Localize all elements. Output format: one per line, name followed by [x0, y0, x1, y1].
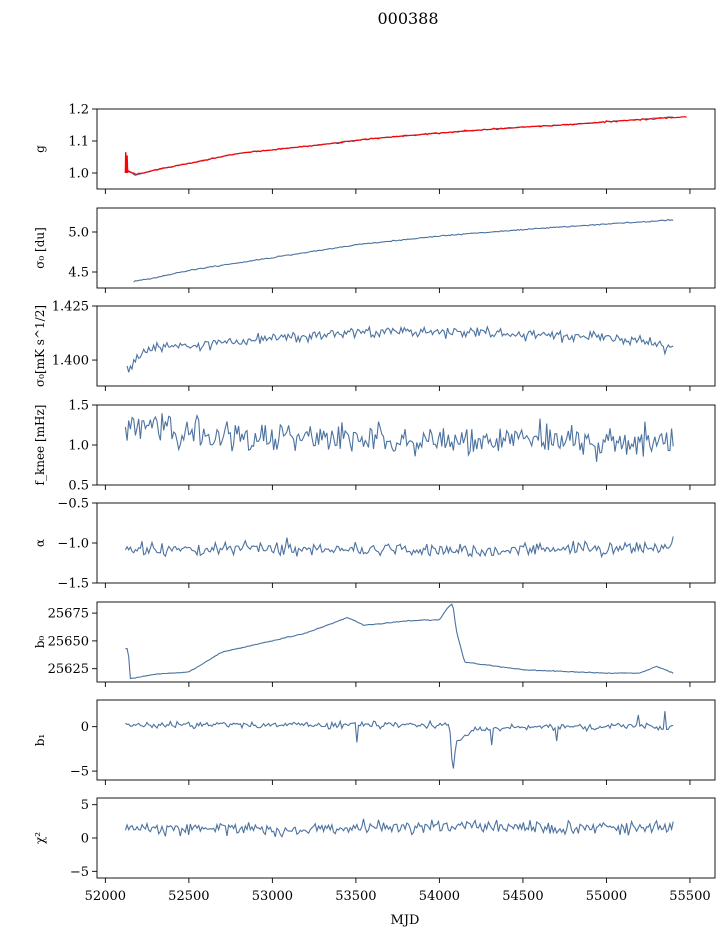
panel-frame-alpha	[96, 502, 716, 584]
ylabel-b0: b₀	[33, 636, 47, 649]
xtick-label: 54000	[419, 889, 460, 904]
ytick-label-alpha: −1.0	[57, 537, 89, 552]
series-line-b0	[125, 603, 674, 680]
series-line-alpha	[124, 536, 674, 559]
ytick-label-chi2: 5	[81, 798, 89, 813]
ytick-label-fknee: 1.0	[68, 439, 89, 454]
ytick-label-alpha: −0.5	[57, 497, 89, 512]
ytick-label-b1: −5	[70, 765, 89, 780]
ylabel-alpha: α	[33, 539, 47, 547]
panel-frame-g	[96, 108, 716, 190]
panel-b1: −5 0 b₁	[33, 699, 716, 785]
panel-frame-sigma0_mK	[96, 305, 716, 387]
ylabel-fknee: f_knee [mHz]	[33, 405, 47, 486]
ytick-label-b0: 25650	[48, 634, 89, 649]
ytick-label-chi2: −5	[70, 865, 89, 880]
figure-title: 000388	[377, 9, 438, 28]
xtick-label: 53000	[252, 889, 293, 904]
panel-frame-fknee	[96, 404, 716, 486]
panel-fknee: 0.5 1.0 1.5 f_knee [mHz]	[33, 399, 716, 494]
xtick-label: 52500	[168, 889, 209, 904]
xtick-label: 52000	[85, 889, 126, 904]
series-line-chi2	[124, 818, 674, 838]
ytick-label-sigma0_du: 5.0	[68, 226, 89, 241]
panel-frame-b0	[96, 601, 716, 683]
xtick-label: 55000	[586, 889, 627, 904]
panel-chi2: −5 0 5 χ²	[33, 797, 716, 883]
panel-frame-sigma0_du	[96, 207, 716, 289]
ytick-label-g: 1.1	[68, 135, 89, 150]
series-line-fknee	[124, 413, 674, 462]
model-line-g	[124, 116, 687, 176]
panel-sigma0_du: 4.5 5.0 σ₀ [du]	[33, 207, 716, 293]
panel-g: 1.0 1.1 1.2 g	[33, 103, 716, 194]
ytick-label-b0: 25625	[48, 662, 89, 677]
ylabel-g: g	[33, 145, 47, 153]
xtick-label: 55500	[669, 889, 710, 904]
series-line-b1	[125, 711, 674, 769]
panel-frame-chi2	[96, 797, 716, 879]
ytick-label-sigma0_du: 4.5	[68, 266, 89, 281]
ytick-label-sigma0_mK: 1.400	[52, 354, 89, 369]
ylabel-sigma0_mK: σ₀[mK s^1/2]	[33, 305, 47, 387]
ylabel-sigma0_du: σ₀ [du]	[33, 227, 47, 269]
x-axis-label: MJD	[391, 913, 420, 928]
xtick-label: 53500	[335, 889, 376, 904]
ylabel-b1: b₁	[33, 734, 47, 747]
ytick-label-b0: 25675	[48, 607, 89, 622]
series-line-g	[125, 116, 674, 176]
panel-alpha: −1.5 −1.0 −0.5 α	[33, 497, 716, 592]
panel-sigma0_mK: 1.400 1.425 σ₀[mK s^1/2]	[33, 300, 716, 391]
series-line-sigma0_du	[133, 218, 674, 283]
ytick-label-g: 1.2	[68, 103, 89, 118]
ytick-label-g: 1.0	[68, 167, 89, 182]
x-axis-ticks: 52000 52500 53000 53500 54000 54500 55000 55500	[85, 889, 711, 904]
ytick-label-chi2: 0	[81, 832, 89, 847]
series-line-sigma0_mK	[126, 325, 674, 373]
ytick-label-fknee: 1.5	[68, 399, 89, 414]
xtick-label: 54500	[502, 889, 543, 904]
panel-b0: 25625 25650 25675 b₀	[33, 601, 716, 687]
ytick-label-b1: 0	[81, 720, 89, 735]
panels: 1.0 1.1 1.2 g 4.5 5.0 σ₀ [du] 1.400 1.425 σ₀[mK s…	[33, 103, 716, 883]
panel-frame-b1	[96, 699, 716, 781]
ytick-label-fknee: 0.5	[68, 479, 89, 494]
ytick-label-sigma0_mK: 1.425	[52, 300, 89, 315]
ylabel-chi2: χ²	[33, 832, 47, 844]
model-spike-g	[124, 152, 129, 174]
ytick-label-alpha: −1.5	[57, 577, 89, 592]
